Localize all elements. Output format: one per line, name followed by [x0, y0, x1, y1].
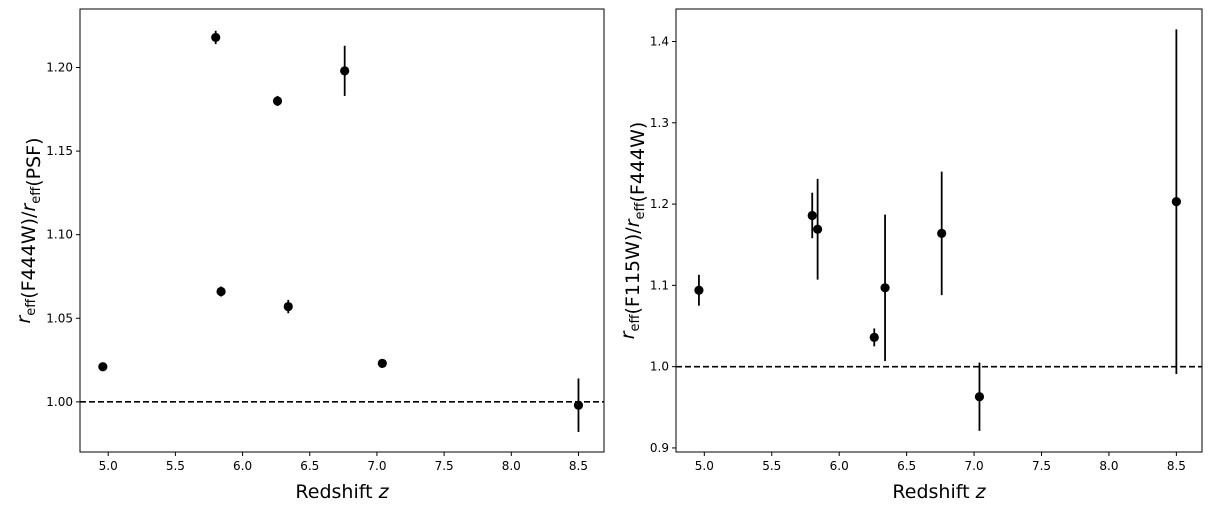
data-point [377, 358, 387, 368]
x-tick-label: 5.5 [762, 459, 781, 473]
x-tick-label: 5.0 [695, 459, 714, 473]
data-point [869, 332, 879, 342]
data-point [272, 96, 283, 106]
x-tick-label: 7.0 [367, 459, 386, 473]
left-panel: 5.0 5.5 6.0 6.5 7.0 7.5 8.0 8.5 1.00 1.05 1.10 1.15… [13, 8, 605, 503]
x-tick-label: 6.5 [300, 459, 319, 473]
x-tick-label: 6.0 [233, 459, 252, 473]
axes-frame [79, 8, 605, 453]
data-point [813, 224, 823, 234]
y-tick-label: 1.10 [46, 228, 73, 242]
y-axis-label: reff(F115W)/reff(F444W) [617, 122, 649, 340]
x-tick-label: 8.0 [502, 459, 521, 473]
data-point [974, 392, 985, 402]
data-point [573, 400, 584, 410]
data-point [880, 283, 890, 293]
y-tick-label: 1.0 [650, 360, 669, 374]
x-tick-label: 7.0 [965, 459, 984, 473]
y-tick-label: 1.1 [650, 278, 669, 292]
x-tick-label: 7.5 [1032, 459, 1051, 473]
y-tick-label: 1.05 [46, 311, 73, 325]
x-tick-label: 5.5 [166, 459, 185, 473]
right-panel: 5.0 5.5 6.0 6.5 7.0 7.5 8.0 8.5 0.9 1.0 1.1 1.2 1.3 1… [617, 8, 1203, 503]
data-point [340, 66, 350, 76]
x-tick-label: 8.0 [1099, 459, 1118, 473]
x-axis-label: Redshift z [295, 481, 389, 503]
data-point [216, 286, 226, 297]
axes-frame [675, 8, 1203, 453]
y-axis-label: reff(F444W)/reff(PSF) [13, 137, 45, 323]
y-tick-label: 1.2 [650, 197, 669, 211]
x-tick-label: 6.5 [897, 459, 916, 473]
x-tick-label: 5.0 [99, 459, 118, 473]
y-tick-label: 0.9 [650, 441, 669, 455]
y-tick-label: 1.4 [650, 35, 669, 49]
x-tick-label: 6.0 [830, 459, 849, 473]
x-axis-label: Redshift z [892, 481, 986, 503]
y-tick-label: 1.3 [650, 116, 669, 130]
data-point [283, 301, 293, 312]
data-point [937, 228, 947, 238]
data-point [807, 210, 817, 221]
x-tick-label: 7.5 [435, 459, 454, 473]
data-point [694, 285, 704, 295]
y-tick-label: 1.15 [46, 144, 73, 158]
data-point [98, 362, 108, 372]
y-tick-label: 1.20 [46, 61, 73, 75]
data-point [1171, 197, 1181, 207]
x-tick-label: 8.5 [1167, 459, 1186, 473]
y-tick-label: 1.00 [46, 395, 73, 409]
data-point [211, 32, 221, 43]
x-tick-label: 8.5 [569, 459, 588, 473]
